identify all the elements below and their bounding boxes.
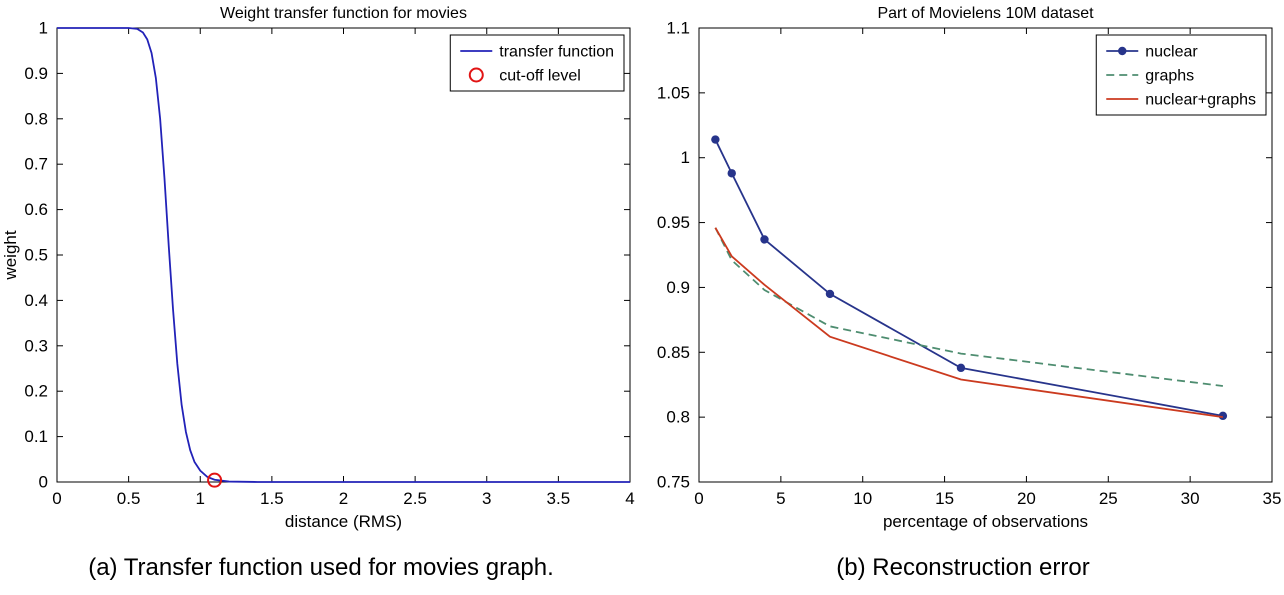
- caption-right: (b) Reconstruction error: [836, 554, 1090, 581]
- chart-title: Weight transfer function for movies: [220, 5, 467, 22]
- x-tick-label: 20: [1017, 489, 1036, 508]
- legend-label-transfer-function: transfer function: [499, 44, 614, 61]
- y-tick-label: 0.8: [666, 408, 690, 427]
- x-tick-label: 3: [482, 489, 491, 508]
- marker-nuclear: [956, 363, 966, 373]
- panel-right: 0 5 10 15 20 25 30 35 0.75 0.8 0.85 0.9 0.95 1 1.05 1.1…: [642, 0, 1284, 582]
- y-tick-label: 0.8: [24, 109, 48, 128]
- y-tick-label: 0.6: [24, 200, 48, 219]
- y-axis-label: weight: [1, 230, 20, 280]
- marker-nuclear: [825, 289, 835, 299]
- x-tick-label: 1.5: [260, 489, 284, 508]
- x-tick-label: 1: [196, 489, 205, 508]
- x-tick-label: 25: [1099, 489, 1118, 508]
- caption-left: (a) Transfer function used for movies gr…: [88, 554, 554, 581]
- legend: transfer function cut-off level: [449, 34, 625, 92]
- marker-cut-off-level: [207, 472, 223, 488]
- y-tick-label: 0.7: [24, 155, 48, 174]
- y-tick-label: 1.1: [666, 19, 690, 38]
- panel-left: 0 0.5 1 1.5 2 2.5 3 3.5 4 0 0.1 0.2 0.3 0.4 0.5 0.6 0.7 0…: [0, 0, 642, 582]
- series-nuclear-graphs: [714, 227, 1224, 419]
- series-transfer-function: [57, 27, 630, 483]
- series-nuclear: [714, 139, 1224, 417]
- chart-title: Part of Movielens 10M dataset: [877, 5, 1094, 22]
- x-tick-label: 5: [776, 489, 785, 508]
- series-graphs: [714, 227, 1223, 387]
- x-tick-label: 0.5: [117, 489, 141, 508]
- x-tick-label: 30: [1181, 489, 1200, 508]
- x-tick-label: 2.5: [403, 489, 427, 508]
- y-tick-label: 0.3: [24, 336, 48, 355]
- x-axis-label: percentage of observations: [883, 512, 1088, 531]
- marker-nuclear: [711, 135, 720, 144]
- x-axis-label: distance (RMS): [285, 512, 402, 531]
- x-tick-label: 0: [52, 489, 61, 508]
- y-tick-label: 0.1: [24, 427, 48, 446]
- legend-label-cut-off-level: cut-off level: [499, 68, 581, 85]
- legend-marker-nuclear: [1118, 46, 1127, 56]
- y-tick-label: 0.9: [24, 64, 48, 83]
- transfer-function-chart: 0 0.5 1 1.5 2 2.5 3 3.5 4 0 0.1 0.2 0.3 0.4 0.5 0.6 0.7 0…: [0, 0, 642, 540]
- x-tick-label: 4: [625, 489, 634, 508]
- x-tick-label: 10: [853, 489, 872, 508]
- y-tick-label: 0.75: [657, 473, 690, 492]
- y-tick-label: 0.9: [666, 278, 690, 297]
- figure: 0 0.5 1 1.5 2 2.5 3 3.5 4 0 0.1 0.2 0.3 0.4 0.5 0.6 0.7 0…: [0, 0, 1284, 582]
- legend-label-nuclear-graphs: nuclear+graphs: [1145, 92, 1256, 109]
- marker-nuclear: [727, 169, 736, 178]
- legend: nuclear graphs nuclear+graphs: [1095, 34, 1267, 116]
- legend-label-graphs: graphs: [1145, 68, 1194, 85]
- y-tick-label: 0.95: [657, 213, 690, 232]
- legend-label-nuclear: nuclear: [1145, 44, 1198, 61]
- x-tick-label: 0: [694, 489, 703, 508]
- x-tick-label: 15: [935, 489, 954, 508]
- plot-area: [56, 27, 631, 483]
- marker-nuclear: [1218, 411, 1228, 421]
- marker-nuclear: [760, 235, 769, 244]
- reconstruction-error-chart: 0 5 10 15 20 25 30 35 0.75 0.8 0.85 0.9 0.95 1 1.05 1.1…: [642, 0, 1284, 540]
- x-tick-label: 2: [339, 489, 348, 508]
- x-tick-label: 35: [1263, 489, 1282, 508]
- y-tick-label: 0.2: [24, 382, 48, 401]
- y-tick-label: 0: [39, 473, 48, 492]
- x-tick-label: 3.5: [547, 489, 571, 508]
- y-tick-label: 0.4: [24, 291, 48, 310]
- y-tick-label: 1: [681, 148, 690, 167]
- y-tick-label: 0.5: [24, 246, 48, 265]
- y-tick-label: 1: [39, 19, 48, 38]
- y-tick-label: 1.05: [657, 83, 690, 102]
- legend-marker-cut-off-level: [468, 67, 484, 83]
- y-tick-label: 0.85: [657, 343, 690, 362]
